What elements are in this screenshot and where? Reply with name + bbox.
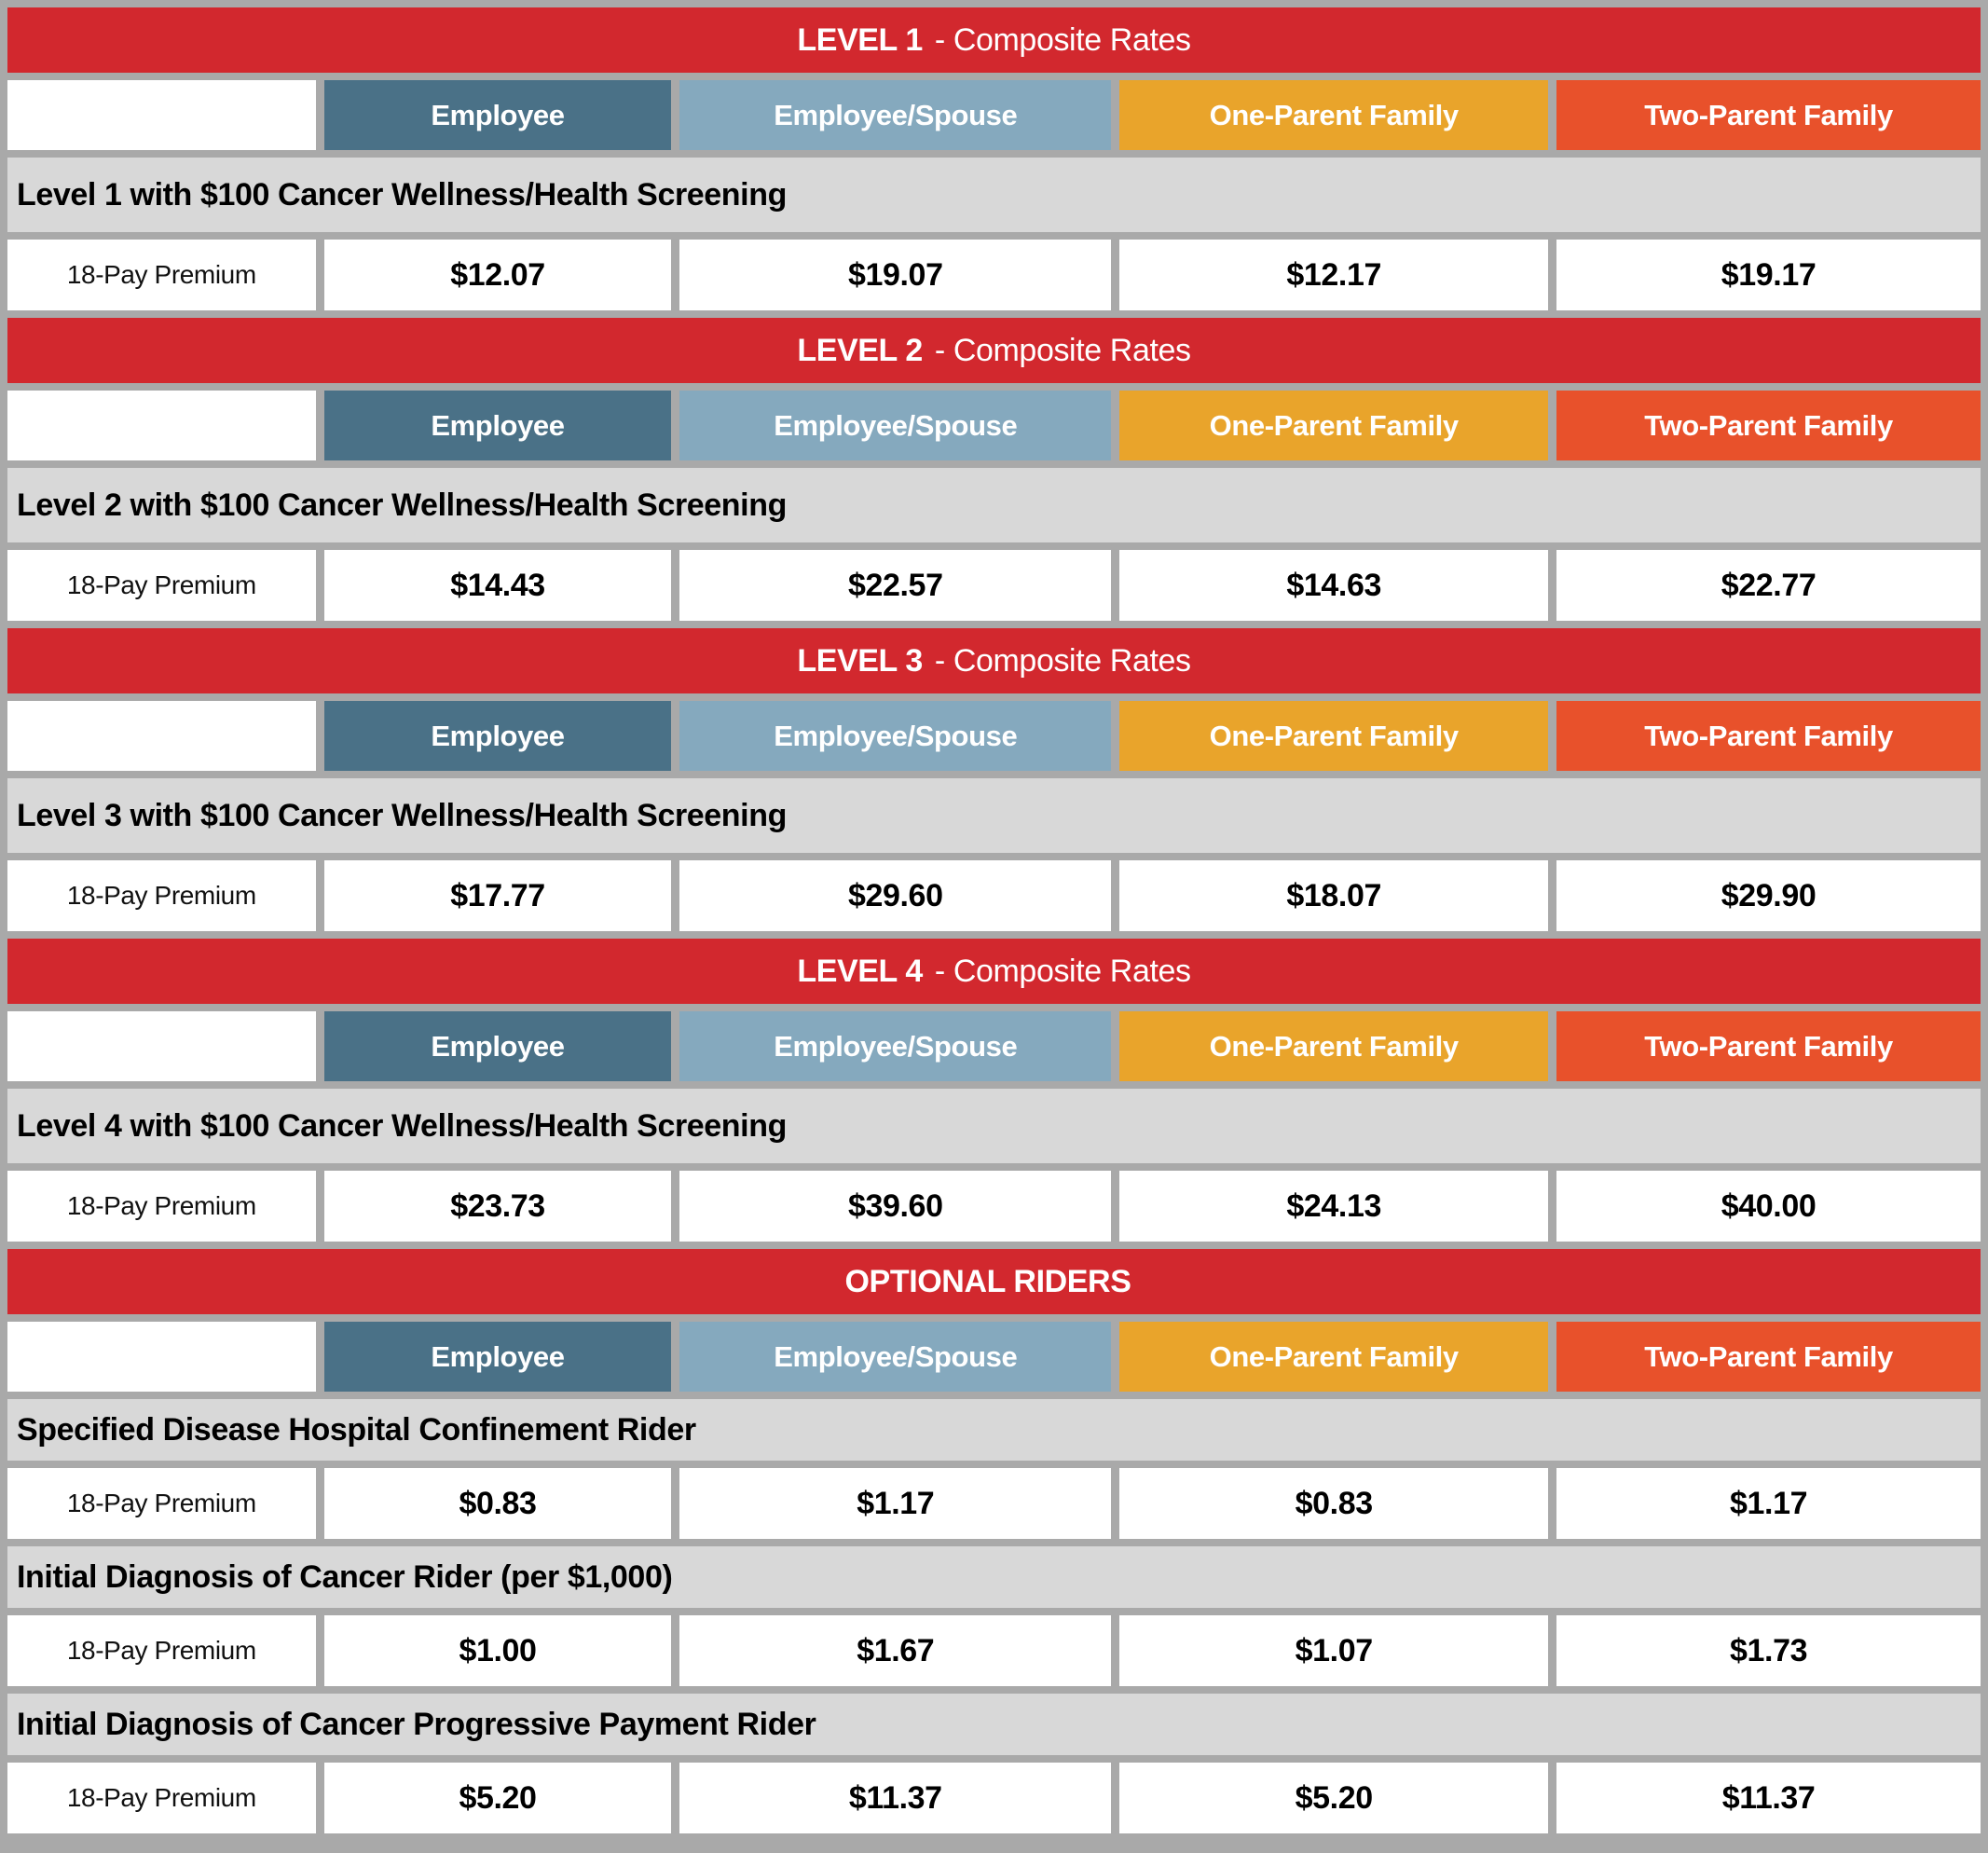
level-1-section: LEVEL 1 - Composite Rates Employee Emplo…: [7, 7, 1981, 310]
premium-value-cell: $29.60: [679, 860, 1112, 931]
column-header-employee: Employee: [323, 1011, 672, 1081]
section-title: OPTIONAL RIDERS: [844, 1263, 1131, 1299]
premium-label-cell: 18-Pay Premium: [7, 1615, 316, 1686]
column-header-one-parent-family: One-Parent Family: [1119, 391, 1549, 460]
premium-label-cell: 18-Pay Premium: [7, 1468, 316, 1539]
column-header-employee-spouse: Employee/Spouse: [679, 391, 1112, 460]
premium-value-cell: $18.07: [1119, 860, 1549, 931]
section-banner: LEVEL 4 - Composite Rates: [7, 939, 1981, 1004]
corner-cell: [7, 391, 316, 460]
corner-cell: [7, 80, 316, 150]
premium-value-cell: $1.00: [323, 1615, 672, 1686]
corner-cell: [7, 1322, 316, 1392]
premium-value-cell: $5.20: [1119, 1763, 1549, 1833]
section-subtitle: - Composite Rates: [934, 642, 1191, 679]
column-header-row: Employee Employee/Spouse One-Parent Fami…: [7, 391, 1981, 460]
section-banner: OPTIONAL RIDERS: [7, 1249, 1981, 1314]
premium-row: 18-Pay Premium $12.07 $19.07 $12.17 $19.…: [7, 240, 1981, 310]
premium-value-cell: $39.60: [679, 1171, 1112, 1242]
column-header-two-parent-family: Two-Parent Family: [1556, 701, 1981, 771]
column-header-employee: Employee: [323, 701, 672, 771]
column-header-two-parent-family: Two-Parent Family: [1556, 391, 1981, 460]
premium-value-cell: $19.07: [679, 240, 1112, 310]
premium-value-cell: $0.83: [1119, 1468, 1549, 1539]
category-band: Level 1 with $100 Cancer Wellness/Health…: [7, 158, 1981, 232]
premium-value-cell: $1.73: [1556, 1615, 1981, 1686]
section-title: LEVEL 1: [797, 21, 923, 58]
premium-value-cell: $0.83: [323, 1468, 672, 1539]
premium-value-cell: $12.07: [323, 240, 672, 310]
column-header-one-parent-family: One-Parent Family: [1119, 701, 1549, 771]
premium-value-cell: $12.17: [1119, 240, 1549, 310]
premium-label-cell: 18-Pay Premium: [7, 860, 316, 931]
premium-row: 18-Pay Premium $14.43 $22.57 $14.63 $22.…: [7, 550, 1981, 621]
category-band: Level 2 with $100 Cancer Wellness/Health…: [7, 468, 1981, 542]
level-4-section: LEVEL 4 - Composite Rates Employee Emplo…: [7, 939, 1981, 1242]
column-header-employee-spouse: Employee/Spouse: [679, 1011, 1112, 1081]
premium-value-cell: $40.00: [1556, 1171, 1981, 1242]
column-header-one-parent-family: One-Parent Family: [1119, 1322, 1549, 1392]
category-band: Initial Diagnosis of Cancer Progressive …: [7, 1694, 1981, 1755]
section-banner: LEVEL 3 - Composite Rates: [7, 628, 1981, 693]
column-header-row: Employee Employee/Spouse One-Parent Fami…: [7, 1011, 1981, 1081]
premium-value-cell: $11.37: [679, 1763, 1112, 1833]
section-subtitle: - Composite Rates: [934, 332, 1191, 368]
premium-row: 18-Pay Premium $23.73 $39.60 $24.13 $40.…: [7, 1171, 1981, 1242]
column-header-two-parent-family: Two-Parent Family: [1556, 1322, 1981, 1392]
column-header-row: Employee Employee/Spouse One-Parent Fami…: [7, 80, 1981, 150]
premium-label-cell: 18-Pay Premium: [7, 1171, 316, 1242]
premium-value-cell: $5.20: [323, 1763, 672, 1833]
premium-value-cell: $14.63: [1119, 550, 1549, 621]
premium-label-cell: 18-Pay Premium: [7, 550, 316, 621]
category-band: Level 3 with $100 Cancer Wellness/Health…: [7, 778, 1981, 853]
premium-row: 18-Pay Premium $1.00 $1.67 $1.07 $1.73: [7, 1615, 1981, 1686]
section-title: LEVEL 2: [797, 332, 923, 368]
premium-value-cell: $17.77: [323, 860, 672, 931]
column-header-employee-spouse: Employee/Spouse: [679, 701, 1112, 771]
premium-value-cell: $29.90: [1556, 860, 1981, 931]
optional-riders-section: OPTIONAL RIDERS Employee Employee/Spouse…: [7, 1249, 1981, 1833]
premium-value-cell: $22.57: [679, 550, 1112, 621]
premium-row: 18-Pay Premium $5.20 $11.37 $5.20 $11.37: [7, 1763, 1981, 1833]
category-band: Specified Disease Hospital Confinement R…: [7, 1399, 1981, 1461]
column-header-row: Employee Employee/Spouse One-Parent Fami…: [7, 701, 1981, 771]
premium-value-cell: $22.77: [1556, 550, 1981, 621]
category-band: Initial Diagnosis of Cancer Rider (per $…: [7, 1546, 1981, 1608]
level-2-section: LEVEL 2 - Composite Rates Employee Emplo…: [7, 318, 1981, 621]
column-header-employee: Employee: [323, 1322, 672, 1392]
premium-value-cell: $1.17: [1556, 1468, 1981, 1539]
column-header-one-parent-family: One-Parent Family: [1119, 80, 1549, 150]
column-header-row: Employee Employee/Spouse One-Parent Fami…: [7, 1322, 1981, 1392]
section-banner: LEVEL 1 - Composite Rates: [7, 7, 1981, 73]
premium-value-cell: $1.17: [679, 1468, 1112, 1539]
section-banner: LEVEL 2 - Composite Rates: [7, 318, 1981, 383]
corner-cell: [7, 1011, 316, 1081]
column-header-employee-spouse: Employee/Spouse: [679, 80, 1112, 150]
category-band: Level 4 with $100 Cancer Wellness/Health…: [7, 1089, 1981, 1163]
premium-label-cell: 18-Pay Premium: [7, 240, 316, 310]
section-title: LEVEL 3: [797, 642, 923, 679]
premium-value-cell: $23.73: [323, 1171, 672, 1242]
premium-row: 18-Pay Premium $17.77 $29.60 $18.07 $29.…: [7, 860, 1981, 931]
section-subtitle: - Composite Rates: [934, 21, 1191, 58]
section-title: LEVEL 4: [797, 953, 923, 989]
premium-value-cell: $14.43: [323, 550, 672, 621]
column-header-employee-spouse: Employee/Spouse: [679, 1322, 1112, 1392]
column-header-two-parent-family: Two-Parent Family: [1556, 80, 1981, 150]
premium-value-cell: $1.67: [679, 1615, 1112, 1686]
premium-row: 18-Pay Premium $0.83 $1.17 $0.83 $1.17: [7, 1468, 1981, 1539]
premium-value-cell: $1.07: [1119, 1615, 1549, 1686]
premium-value-cell: $24.13: [1119, 1171, 1549, 1242]
column-header-one-parent-family: One-Parent Family: [1119, 1011, 1549, 1081]
section-subtitle: - Composite Rates: [934, 953, 1191, 989]
premium-label-cell: 18-Pay Premium: [7, 1763, 316, 1833]
level-3-section: LEVEL 3 - Composite Rates Employee Emplo…: [7, 628, 1981, 931]
premium-value-cell: $11.37: [1556, 1763, 1981, 1833]
column-header-employee: Employee: [323, 391, 672, 460]
premium-value-cell: $19.17: [1556, 240, 1981, 310]
column-header-employee: Employee: [323, 80, 672, 150]
corner-cell: [7, 701, 316, 771]
column-header-two-parent-family: Two-Parent Family: [1556, 1011, 1981, 1081]
